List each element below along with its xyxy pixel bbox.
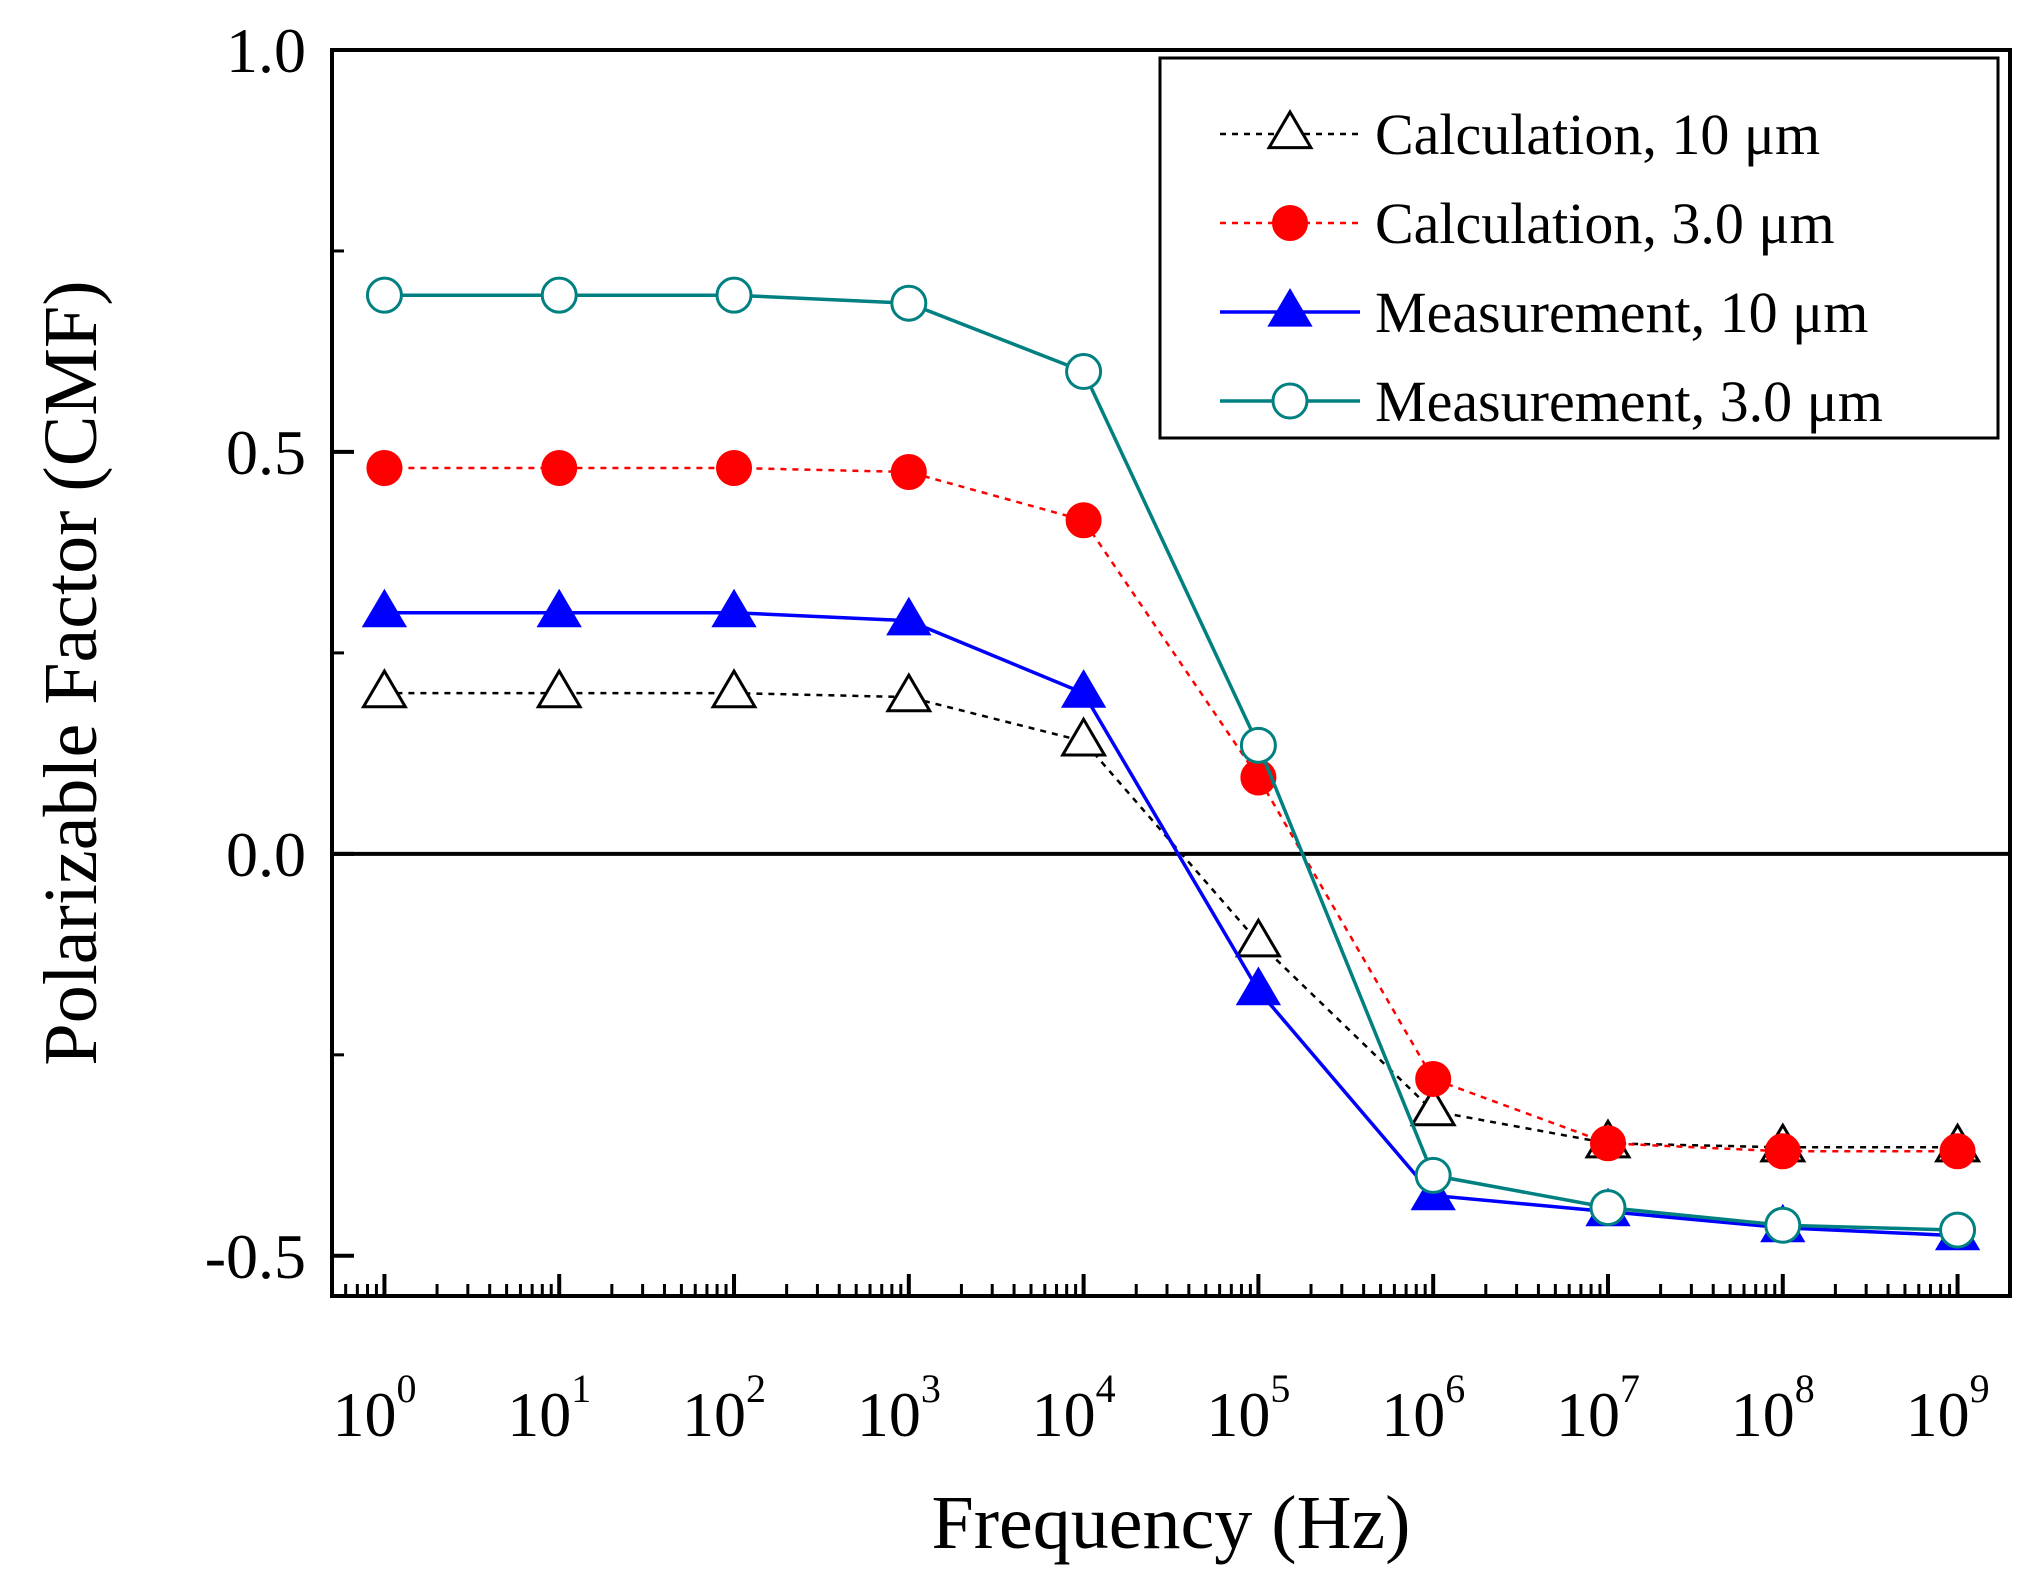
data-point (715, 276, 753, 314)
data-point (710, 668, 758, 709)
data-point (536, 588, 582, 628)
data-point (1060, 669, 1107, 708)
series-1 (366, 450, 1976, 1170)
data-point (716, 450, 753, 487)
series-line (384, 293, 1958, 1232)
data-point (361, 588, 408, 628)
data-point (1234, 917, 1282, 958)
legend-marker (1271, 382, 1309, 420)
legend-label: Measurement, 10 μm (1375, 280, 1868, 345)
data-point (366, 450, 403, 487)
series-line (384, 610, 1958, 1238)
data-point (711, 588, 757, 628)
data-point (1409, 1086, 1457, 1127)
data-point (886, 596, 932, 636)
data-point (1939, 1211, 1977, 1249)
x-tick-label: 108 (1731, 1366, 1815, 1450)
data-point (1764, 1133, 1801, 1170)
data-point (885, 672, 933, 713)
y-axis-title: Polarizable Factor (CMF) (29, 280, 113, 1065)
data-point (1235, 966, 1282, 1006)
data-point (1065, 502, 1102, 539)
data-point (1589, 1189, 1627, 1227)
legend-marker (1266, 109, 1314, 150)
legend-label: Calculation, 10 μm (1375, 102, 1820, 167)
series-line (384, 466, 1958, 1153)
series-2 (361, 588, 1981, 1251)
data-point (890, 454, 927, 491)
y-tick-label: 0.5 (226, 417, 306, 488)
x-tick-label: 103 (857, 1366, 941, 1450)
series-3 (365, 276, 1977, 1249)
x-tick-label: 106 (1381, 1366, 1465, 1450)
data-point (1939, 1133, 1976, 1170)
series-line (384, 691, 1958, 1149)
data-point (360, 668, 408, 709)
data-point (1764, 1206, 1802, 1244)
data-point (535, 668, 583, 709)
legend-marker (1267, 288, 1313, 327)
data-point (1415, 1060, 1452, 1097)
legend-marker (1272, 205, 1308, 241)
data-point (540, 276, 578, 314)
data-point (890, 284, 928, 322)
legend: Calculation, 10 μm Calculation, 3.0 μm Mea… (1158, 56, 2000, 440)
data-point (365, 276, 403, 314)
data-point (541, 450, 578, 487)
x-tick-label: 109 (1906, 1366, 1990, 1450)
x-tick-label: 105 (1206, 1366, 1290, 1450)
data-point (1239, 726, 1277, 764)
x-tick-label: 102 (682, 1366, 766, 1450)
data-point (1060, 716, 1108, 757)
x-tick-label: 101 (507, 1366, 591, 1450)
series-0 (360, 668, 1982, 1163)
x-tick-label: 107 (1556, 1366, 1640, 1450)
plot-frame (330, 48, 2012, 1298)
x-tick-label: 104 (1032, 1366, 1116, 1450)
legend-label: Measurement, 3.0 μm (1375, 369, 1883, 434)
legend-frame (1158, 56, 2000, 440)
y-tick-label: -0.5 (205, 1221, 306, 1292)
y-tick-label: 1.0 (226, 15, 306, 86)
legend-label: Calculation, 3.0 μm (1375, 191, 1835, 256)
data-point (1589, 1125, 1626, 1162)
y-tick-label: 0.0 (226, 819, 306, 890)
data-point (1414, 1156, 1452, 1194)
data-point (1065, 353, 1103, 391)
x-tick-label: 100 (332, 1366, 416, 1450)
x-axis-title: Frequency (Hz) (931, 1481, 1410, 1565)
